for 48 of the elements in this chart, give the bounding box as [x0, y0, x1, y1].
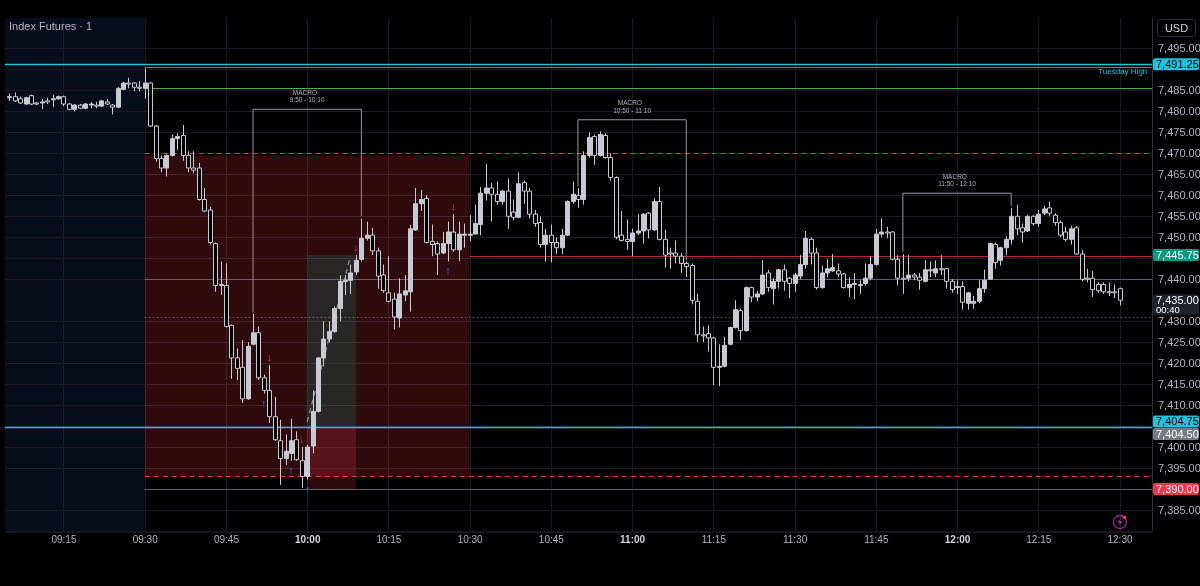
y-tick-label: 7,455.00 — [1158, 210, 1200, 223]
x-tick-label: 09:30 — [132, 533, 159, 545]
annotation: Tuesday High — [1098, 67, 1148, 76]
annotation: ↑ — [261, 396, 267, 409]
currency-button: USD — [1157, 19, 1196, 37]
x-tick-label: 11:15 — [701, 533, 727, 545]
x-tick-label: 10:00 — [294, 533, 321, 545]
x-tick-label: 11:45 — [864, 533, 889, 545]
y-tick-label: 7,470.00 — [1158, 147, 1200, 160]
y-tick-label: 7,475.00 — [1158, 126, 1200, 139]
price-tag: 7,435.00 00:40 — [1153, 294, 1199, 315]
x-tick-label: 11:30 — [782, 533, 808, 545]
x-tick-label: 10:30 — [457, 533, 484, 545]
price-tag: 7,491.25 — [1153, 58, 1199, 71]
annotation: ↓ — [353, 241, 359, 254]
y-tick-label: 7,410.00 — [1158, 399, 1200, 412]
y-tick-label: 7,495.00 — [1158, 42, 1200, 55]
price-tag: 7,404.75 — [1153, 415, 1199, 428]
y-tick-label: 7,460.00 — [1158, 189, 1200, 202]
y-tick-label: 7,440.00 — [1158, 273, 1200, 286]
y-tick-label: 7,415.00 — [1158, 378, 1200, 391]
y-tick-label: 7,430.00 — [1158, 315, 1200, 328]
annotation: ↑ — [304, 482, 310, 495]
price-tag: 7,390.00 — [1153, 483, 1199, 496]
y-tick-label: 7,450.00 — [1158, 231, 1200, 244]
y-tick-label: 7,385.00 — [1158, 504, 1200, 517]
y-tick-label: 7,425.00 — [1158, 336, 1200, 349]
price-tag: 7,445.75 — [1153, 249, 1199, 262]
annotation: ↓ — [450, 200, 457, 213]
x-tick-label: 09:45 — [213, 533, 240, 545]
annotation: ↓ — [266, 351, 273, 364]
y-tick-label: 7,485.00 — [1158, 84, 1200, 97]
chart-title: Index Futures · 1 — [9, 20, 93, 32]
x-tick-label: 12:00 — [944, 533, 971, 545]
y-tick-label: 7,465.00 — [1158, 168, 1200, 181]
annotation: ↑ — [445, 264, 451, 277]
annotation: ↓ — [299, 433, 305, 446]
y-tick-label: 7,420.00 — [1158, 357, 1200, 370]
x-tick-label: 12:15 — [1026, 533, 1052, 545]
y-tick-label: 7,400.00 — [1158, 441, 1200, 454]
x-tick-label: 09:15 — [51, 533, 77, 545]
y-tick-label: 7,395.00 — [1158, 462, 1200, 475]
x-tick-label: 12:30 — [1107, 533, 1133, 545]
x-tick-label: 10:45 — [538, 533, 565, 545]
x-tick-label: 10:15 — [376, 533, 402, 545]
annotation: ↑ — [288, 463, 294, 476]
x-tick-label: 11:00 — [620, 533, 646, 545]
y-tick-label: 7,480.00 — [1158, 105, 1200, 118]
